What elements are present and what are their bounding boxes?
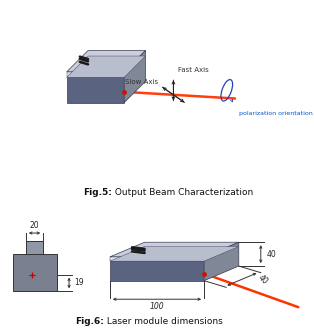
Text: Slow Axis: Slow Axis xyxy=(125,79,158,85)
Text: polarization orientation: polarization orientation xyxy=(239,111,313,116)
Polygon shape xyxy=(67,72,124,103)
Text: 100: 100 xyxy=(150,302,164,311)
Polygon shape xyxy=(67,51,145,72)
Polygon shape xyxy=(110,257,204,261)
Text: 40: 40 xyxy=(267,250,277,259)
Text: Laser module dimensions: Laser module dimensions xyxy=(104,317,222,326)
Bar xyxy=(26,241,43,254)
Bar xyxy=(13,254,57,291)
Polygon shape xyxy=(67,72,124,77)
Polygon shape xyxy=(110,242,239,257)
Text: Fig.6:: Fig.6: xyxy=(75,317,104,326)
Text: Fast Axis: Fast Axis xyxy=(177,67,208,73)
Polygon shape xyxy=(110,257,204,281)
Polygon shape xyxy=(110,247,239,261)
Text: 20: 20 xyxy=(30,221,39,230)
Text: 19: 19 xyxy=(74,278,84,287)
Text: Fig.5:: Fig.5: xyxy=(83,188,112,197)
Polygon shape xyxy=(124,51,145,103)
Polygon shape xyxy=(67,56,145,77)
Polygon shape xyxy=(204,242,239,281)
Text: 40: 40 xyxy=(256,273,269,287)
Text: Output Beam Characterization: Output Beam Characterization xyxy=(112,188,253,197)
